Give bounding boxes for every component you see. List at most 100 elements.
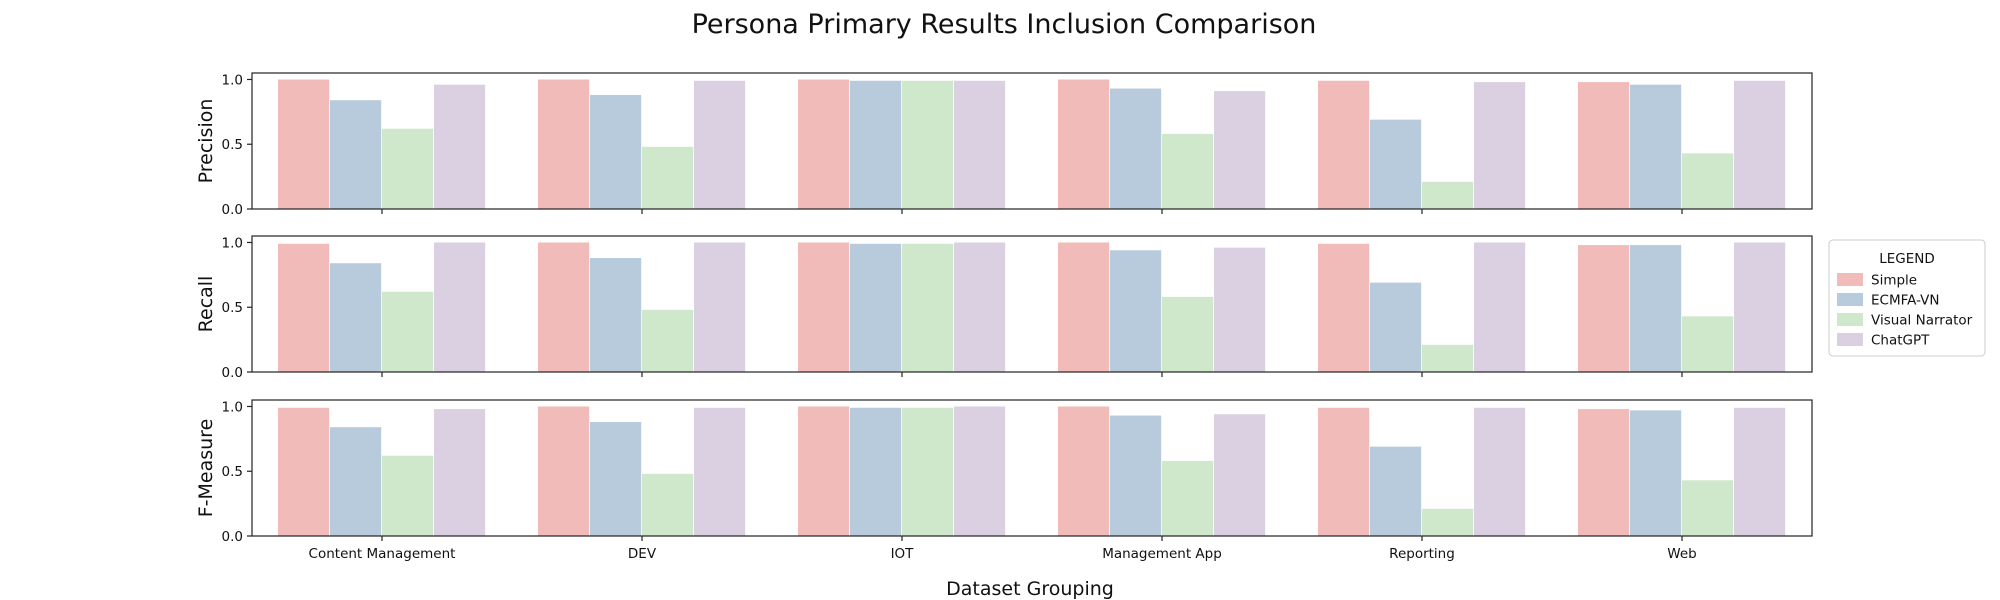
chart-panels: 0.0 0.5 1.0 Precision 0.0 0.5 1.0 Recall 0.0 0.5 1…	[195, 72, 1813, 562]
bar	[1058, 406, 1110, 536]
bar	[1162, 296, 1214, 372]
bar	[1578, 409, 1630, 536]
bar	[330, 263, 382, 372]
bar	[850, 243, 902, 372]
bar	[798, 406, 850, 536]
bar	[1682, 316, 1734, 372]
bar	[278, 79, 330, 209]
bar	[1318, 80, 1370, 210]
bar	[1162, 460, 1214, 536]
bar	[434, 242, 486, 372]
y-axis-label: Recall	[195, 276, 217, 333]
bar	[1422, 344, 1474, 372]
bar	[1682, 153, 1734, 209]
bar	[382, 455, 434, 536]
bar	[1214, 414, 1266, 536]
bar	[850, 407, 902, 536]
bar	[1110, 250, 1162, 372]
bar	[798, 242, 850, 372]
bar	[1370, 282, 1422, 372]
legend-entry: Visual Narrator	[1871, 313, 1973, 329]
y-axis-label: F-Measure	[195, 419, 217, 518]
bar	[642, 309, 694, 372]
bar	[850, 80, 902, 210]
bar	[330, 100, 382, 209]
bar	[954, 406, 1006, 536]
bar	[590, 95, 642, 209]
legend-title: LEGEND	[1879, 251, 1935, 267]
bar	[954, 242, 1006, 372]
bar	[278, 243, 330, 372]
bar	[1318, 407, 1370, 536]
y-tick-label: 0.0	[222, 529, 243, 545]
bar	[1318, 243, 1370, 372]
bar	[1578, 245, 1630, 372]
bar	[1474, 82, 1526, 209]
legend-entry: Simple	[1871, 273, 1917, 289]
bar	[902, 243, 954, 372]
y-tick-label: 0.5	[222, 137, 243, 153]
bar	[1734, 407, 1786, 536]
bar	[1474, 242, 1526, 372]
bar	[538, 406, 590, 536]
x-tick-label: DEV	[628, 546, 657, 562]
bar	[1214, 247, 1266, 372]
bar	[434, 84, 486, 209]
panel-precision: 0.0 0.5 1.0 Precision	[195, 72, 1813, 218]
y-tick-label: 0.0	[222, 365, 243, 381]
bar	[538, 242, 590, 372]
bar	[330, 427, 382, 536]
legend-swatch	[1837, 293, 1863, 306]
y-tick-label: 1.0	[222, 235, 243, 251]
bar	[1578, 82, 1630, 209]
bar	[1110, 415, 1162, 536]
y-axis-label: Precision	[195, 99, 217, 184]
x-tick-label: Content Management	[309, 546, 456, 562]
bar	[1734, 242, 1786, 372]
bar	[1630, 84, 1682, 209]
bar	[902, 407, 954, 536]
bar	[434, 409, 486, 536]
bar	[382, 128, 434, 209]
legend-swatch	[1837, 273, 1863, 286]
x-axis-label: Dataset Grouping	[946, 578, 1114, 600]
chart-title: Persona Primary Results Inclusion Compar…	[692, 9, 1317, 40]
bar	[590, 258, 642, 372]
y-tick-label: 0.5	[222, 464, 243, 480]
bar	[1058, 79, 1110, 209]
legend-swatch	[1837, 333, 1863, 346]
y-tick-label: 1.0	[222, 399, 243, 415]
bar	[1474, 407, 1526, 536]
y-tick-label: 1.0	[222, 72, 243, 88]
x-tick-label: Management App	[1102, 546, 1222, 562]
plot-frame	[251, 235, 1813, 373]
bar	[1110, 88, 1162, 209]
bar	[1422, 181, 1474, 209]
bar	[278, 407, 330, 536]
bar	[1630, 245, 1682, 372]
bar	[382, 291, 434, 372]
bar	[590, 422, 642, 536]
bar	[1058, 242, 1110, 372]
bar	[694, 80, 746, 210]
bar	[954, 80, 1006, 210]
bar	[642, 473, 694, 536]
legend: LEGEND Simple ECMFA-VN Visual Narrator ChatG…	[1828, 239, 1986, 357]
bar	[538, 79, 590, 209]
legend-entry: ECMFA-VN	[1871, 293, 1939, 309]
plot-frame	[251, 72, 1813, 210]
bar	[1682, 480, 1734, 536]
bar	[798, 79, 850, 209]
y-tick-label: 0.5	[222, 300, 243, 316]
x-tick-label: Reporting	[1389, 546, 1455, 562]
legend-swatch	[1837, 313, 1863, 326]
x-tick-label: IOT	[891, 546, 915, 562]
bar	[1630, 410, 1682, 536]
bar	[694, 242, 746, 372]
bar	[1370, 446, 1422, 536]
bar	[1422, 508, 1474, 536]
bar	[1370, 119, 1422, 209]
bar	[642, 146, 694, 209]
x-tick-label: Web	[1667, 546, 1696, 562]
